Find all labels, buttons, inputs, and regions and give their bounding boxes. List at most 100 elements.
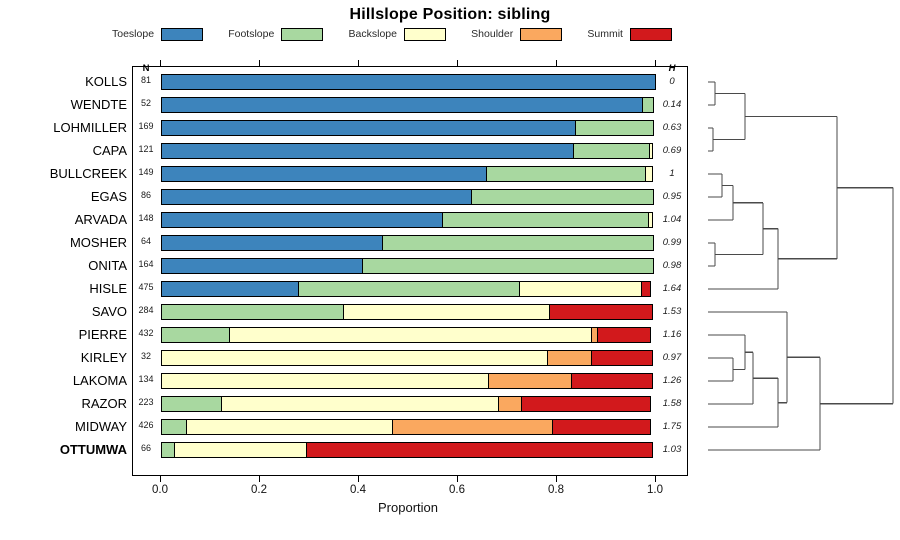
bar-segment-toeslope: [161, 97, 644, 113]
n-value: 426: [138, 420, 154, 430]
row-label-midway: MIDWAY: [75, 419, 127, 434]
h-value: 0.98: [662, 260, 682, 271]
axis-tick-bottom: [160, 476, 161, 482]
legend-swatch: [281, 27, 324, 41]
h-value: 0: [669, 76, 675, 87]
bar-segment-summit: [548, 304, 653, 320]
bar-segment-footslope: [382, 235, 655, 251]
axis-tick-label: 0.6: [449, 484, 465, 496]
n-value: 86: [140, 190, 151, 200]
row-label-egas: EGAS: [90, 189, 127, 204]
bar-segment-summit: [521, 396, 652, 412]
h-value: 0.97: [662, 352, 682, 363]
bar-segment-footslope: [486, 166, 647, 182]
bar-segment-backslope: [647, 212, 653, 228]
bar-segment-summit: [570, 373, 653, 389]
legend-label: Summit: [587, 28, 623, 40]
n-value: 32: [140, 351, 151, 361]
h-value: 0.95: [662, 191, 682, 202]
n-value: 66: [140, 443, 151, 453]
h-value: 0.63: [662, 122, 682, 133]
n-value: 475: [138, 282, 154, 292]
bar-segment-toeslope: [161, 120, 577, 136]
legend-swatch: [161, 27, 204, 41]
bar-segment-summit: [596, 327, 652, 343]
axis-tick-label: 1.0: [647, 484, 663, 496]
bar-segment-backslope: [174, 442, 308, 458]
row-label-savo: SAVO: [91, 304, 127, 319]
row-label-onita: ONITA: [88, 258, 127, 273]
legend-item-summit: Summit: [587, 27, 672, 41]
row-label-capa: CAPA: [92, 143, 127, 158]
bar-segment-footslope: [161, 304, 345, 320]
axis-tick-label: 0.2: [251, 484, 267, 496]
stacked-bar-razor: [161, 396, 656, 412]
stacked-bar-capa: [161, 143, 656, 159]
row-label-kolls: KOLLS: [85, 74, 127, 89]
row-label-hisle: HISLE: [89, 281, 127, 296]
n-column-header: N: [142, 63, 150, 74]
axis-tick-label: 0.4: [350, 484, 366, 496]
legend-item-backslope: Backslope: [348, 27, 446, 41]
legend-label: Shoulder: [471, 28, 514, 40]
axis-tick-top: [457, 60, 458, 66]
h-value: 1.26: [662, 375, 682, 386]
bar-segment-summit: [306, 442, 653, 458]
axis-tick-bottom: [259, 476, 260, 482]
bar-segment-backslope: [645, 166, 653, 182]
axis-tick-top: [556, 60, 557, 66]
legend-swatch: [520, 27, 563, 41]
bar-segment-toeslope: [161, 212, 444, 228]
stacked-bar-hisle: [161, 281, 656, 297]
stacked-bar-ottumwa: [161, 442, 656, 458]
legend-item-toeslope: Toeslope: [112, 27, 204, 41]
x-axis-title: Proportion: [378, 500, 438, 515]
row-label-lohmiller: LOHMILLER: [53, 120, 127, 135]
bar-segment-footslope: [572, 143, 651, 159]
stacked-bar-kolls: [161, 74, 656, 90]
bar-segment-backslope: [161, 350, 550, 366]
row-label-mosher: MOSHER: [69, 235, 127, 250]
h-value: 1: [669, 168, 675, 179]
h-value: 0.14: [662, 99, 682, 110]
axis-tick-bottom: [556, 476, 557, 482]
bar-segment-toeslope: [161, 281, 300, 297]
axis-tick-label: 0.0: [152, 484, 168, 496]
n-value: 121: [138, 144, 154, 154]
n-value: 432: [138, 328, 154, 338]
axis-tick-top: [160, 60, 161, 66]
row-label-razor: RAZOR: [81, 396, 128, 411]
bar-segment-shoulder: [497, 396, 523, 412]
bar-segment-summit: [552, 419, 652, 435]
stacked-bar-arvada: [161, 212, 656, 228]
legend-label: Backslope: [348, 28, 397, 40]
stacked-bar-wendte: [161, 97, 656, 113]
bar-segment-footslope: [161, 419, 188, 435]
bar-segment-footslope: [161, 396, 223, 412]
stacked-bar-onita: [161, 258, 656, 274]
legend-label: Footslope: [228, 28, 275, 40]
stacked-bar-pierre: [161, 327, 656, 343]
bar-segment-footslope: [298, 281, 521, 297]
h-value: 1.58: [662, 398, 682, 409]
h-value: 1.03: [662, 444, 682, 455]
n-value: 223: [138, 397, 154, 407]
h-value: 1.16: [662, 329, 682, 340]
row-label-bullcreek: BULLCREEK: [49, 166, 127, 181]
bar-segment-summit: [590, 350, 653, 366]
row-label-ottumwa: OTTUMWA: [59, 442, 127, 457]
h-value: 1.64: [662, 283, 682, 294]
bar-segment-footslope: [161, 327, 231, 343]
bar-segment-toeslope: [161, 235, 384, 251]
legend-item-footslope: Footslope: [228, 27, 324, 41]
bar-segment-toeslope: [161, 74, 656, 90]
bar-segment-backslope: [342, 304, 551, 320]
bar-segment-footslope: [362, 258, 655, 274]
bar-segment-shoulder: [547, 350, 593, 366]
n-value: 164: [138, 259, 154, 269]
legend-item-shoulder: Shoulder: [471, 27, 563, 41]
bar-segment-backslope: [185, 419, 394, 435]
bar-segment-footslope: [441, 212, 650, 228]
chart-title: Hillslope Position: sibling: [349, 6, 551, 23]
